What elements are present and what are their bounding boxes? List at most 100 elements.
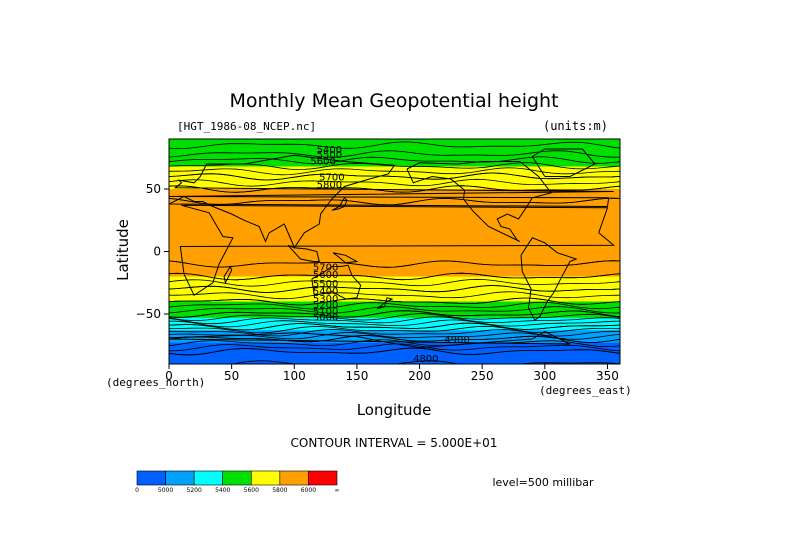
color-band [169, 262, 620, 265]
contour-label: 5000 [313, 313, 338, 324]
color-band [169, 172, 620, 175]
color-band [169, 301, 620, 304]
contour-line [169, 272, 620, 281]
color-band [169, 227, 620, 230]
color-band [169, 272, 620, 275]
colorbar-swatch [279, 470, 309, 486]
contour-line [169, 319, 620, 328]
contour-interval-text: CONTOUR INTERVAL = 5.000E+01 [291, 436, 498, 450]
y-axis-label: Latitude [114, 219, 132, 281]
colorbar-tick-label: 5800 [272, 487, 287, 494]
color-band [169, 209, 620, 211]
color-band [169, 275, 620, 278]
contour-label: 5600 [310, 156, 335, 167]
contour-line [169, 329, 620, 337]
colorbar-tick-label: 5200 [187, 487, 202, 494]
contour-label: 5300 [313, 294, 338, 305]
color-band [169, 261, 620, 264]
color-band [169, 276, 620, 279]
color-band [169, 201, 620, 204]
color-band [169, 351, 620, 354]
color-band [169, 177, 620, 180]
color-band [169, 361, 620, 364]
contour-line [169, 197, 620, 206]
y-tick-label: 50 [146, 182, 161, 196]
contour-line [169, 260, 620, 268]
color-band [169, 251, 620, 254]
level-text: level=500 millibar [492, 476, 594, 489]
color-band [169, 219, 620, 221]
color-band [169, 234, 620, 236]
x-tick-label: 150 [345, 369, 368, 383]
contour-label: 5700 [313, 263, 338, 274]
contour-line [169, 285, 620, 293]
color-band [169, 181, 620, 184]
color-band [169, 257, 620, 260]
color-band [169, 302, 620, 305]
color-band [169, 146, 620, 149]
x-tick-label: 50 [224, 369, 239, 383]
plot-area [169, 139, 620, 364]
color-band [169, 155, 620, 158]
x-tick-label: 350 [596, 369, 619, 383]
contour-line [169, 313, 620, 321]
color-band [169, 162, 620, 165]
color-band [169, 277, 620, 280]
color-band [169, 240, 620, 243]
contour-lines [169, 141, 620, 364]
color-band [169, 147, 620, 150]
color-band [169, 221, 620, 224]
color-band [169, 359, 620, 361]
color-band [169, 161, 620, 164]
color-band [169, 284, 620, 286]
color-band [169, 316, 620, 319]
color-band [169, 140, 620, 143]
color-band [169, 207, 620, 210]
color-band [169, 281, 620, 284]
color-band [169, 222, 620, 225]
contour-line [169, 185, 620, 193]
coastline [406, 161, 552, 242]
color-band [169, 167, 620, 170]
color-band [169, 325, 620, 328]
color-band [169, 249, 620, 251]
color-band [169, 274, 620, 276]
contour-label: 5500 [313, 279, 338, 290]
color-band [169, 264, 620, 266]
color-band [169, 265, 620, 268]
color-band [169, 267, 620, 270]
color-band [169, 256, 620, 259]
color-band [169, 309, 620, 311]
color-band [169, 295, 620, 298]
color-band [169, 320, 620, 323]
color-band [169, 174, 620, 176]
contour-line [169, 322, 620, 331]
color-band [169, 237, 620, 240]
contour-line [169, 347, 620, 356]
contour-line [169, 310, 620, 318]
color-band [169, 296, 620, 299]
color-band [169, 247, 620, 250]
color-band [169, 226, 620, 229]
chart-subtitle-units: (units:m) [543, 119, 608, 133]
color-band [169, 144, 620, 146]
color-band [169, 197, 620, 200]
color-band [169, 335, 620, 338]
color-band [169, 255, 620, 258]
color-band [169, 299, 620, 301]
contour-line [169, 278, 620, 287]
colorbar-tick-label: ∞ [335, 487, 340, 494]
color-band [169, 334, 620, 336]
coastline [287, 244, 320, 262]
colorbar-swatch [308, 470, 338, 486]
color-band [169, 252, 620, 255]
color-band [169, 199, 620, 201]
color-band [169, 311, 620, 314]
color-band [169, 244, 620, 246]
color-band [169, 290, 620, 293]
color-band [169, 339, 620, 341]
color-band [169, 224, 620, 226]
color-band [169, 326, 620, 329]
color-band [169, 360, 620, 363]
color-band [169, 160, 620, 163]
